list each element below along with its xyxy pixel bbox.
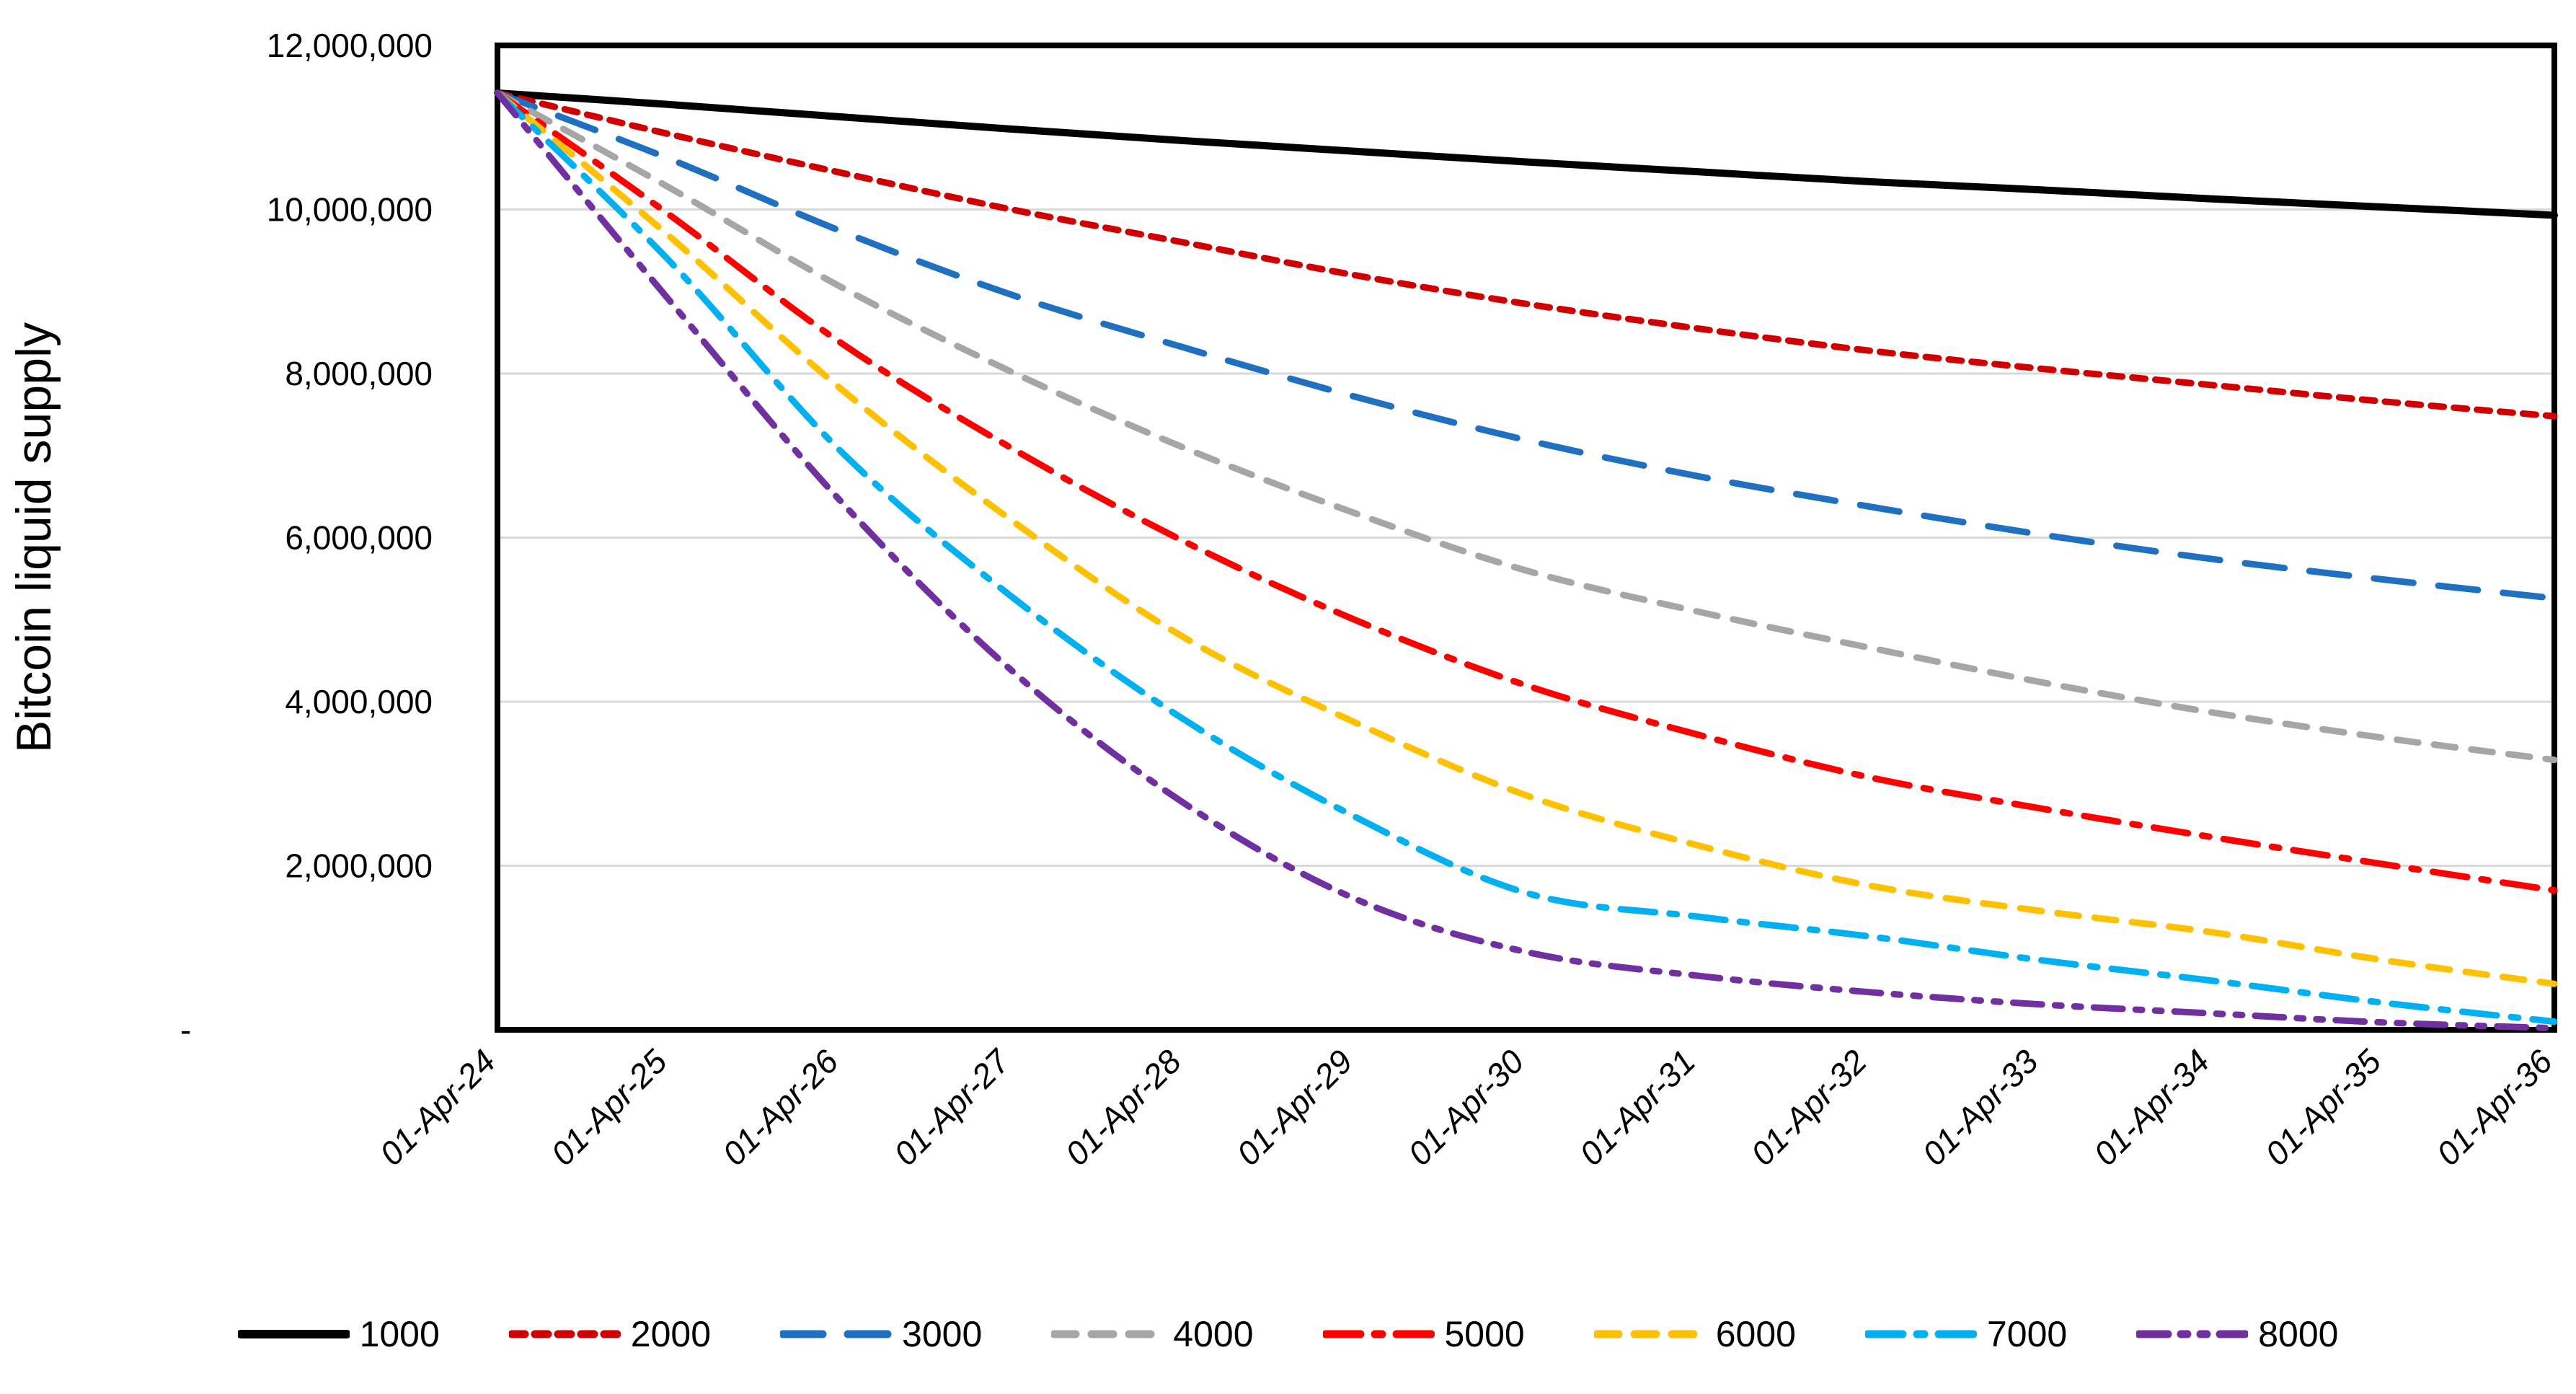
legend-label-6000: 6000 xyxy=(1715,1314,1796,1354)
legend-label-8000: 8000 xyxy=(2258,1314,2339,1354)
x-axis-tick-label: 01-Apr-25 xyxy=(544,1042,674,1173)
x-axis-tick-label: 01-Apr-29 xyxy=(1229,1042,1360,1173)
legend-marker-6000 xyxy=(1593,1330,1706,1338)
x-axis-tick-label: 01-Apr-28 xyxy=(1058,1042,1188,1173)
legend-item-5000: 5000 xyxy=(1322,1313,1525,1355)
series-line-1000 xyxy=(494,89,2558,219)
x-axis-tick-label: 01-Apr-30 xyxy=(1401,1042,1531,1173)
x-axis-tick-label: 01-Apr-31 xyxy=(1572,1042,1702,1173)
legend-marker-5000 xyxy=(1322,1330,1435,1338)
legend: 1000 2000 3000 4000 5000 6000 7000 8000 xyxy=(0,1298,2576,1370)
legend-item-2000: 2000 xyxy=(508,1313,712,1355)
x-axis-tick-label: 01-Apr-26 xyxy=(715,1042,846,1173)
series-line-6000 xyxy=(494,89,2558,987)
y-axis-tick-label: 4,000,000 xyxy=(285,683,433,720)
legend-marker-3000 xyxy=(780,1330,893,1338)
series-line-8000 xyxy=(494,89,2558,1032)
x-axis-tick-label: 01-Apr-35 xyxy=(2257,1042,2388,1173)
legend-item-4000: 4000 xyxy=(1051,1313,1254,1355)
legend-marker-2000 xyxy=(508,1330,621,1338)
legend-marker-4000 xyxy=(1051,1330,1164,1338)
y-axis-title: Bitcoin liquid supply xyxy=(6,322,61,753)
x-axis-tick-label: 01-Apr-36 xyxy=(2429,1042,2559,1173)
legend-item-1000: 1000 xyxy=(237,1313,440,1355)
legend-label-4000: 4000 xyxy=(1173,1314,1254,1354)
series-line-4000 xyxy=(494,89,2558,764)
plot-border xyxy=(495,43,2557,1033)
y-axis-tick-label: 6,000,000 xyxy=(285,519,433,557)
x-axis-tick-label: 01-Apr-34 xyxy=(2086,1042,2217,1173)
x-axis-tick-label: 01-Apr-33 xyxy=(1915,1042,2045,1173)
legend-item-3000: 3000 xyxy=(780,1313,982,1355)
series-line-7000 xyxy=(494,89,2558,1025)
series-line-3000 xyxy=(494,89,2558,602)
legend-item-7000: 7000 xyxy=(1864,1313,2068,1355)
legend-item-8000: 8000 xyxy=(2136,1313,2338,1355)
legend-label-3000: 3000 xyxy=(902,1314,983,1354)
legend-marker-7000 xyxy=(1864,1330,1977,1338)
legend-marker-1000 xyxy=(237,1330,350,1338)
y-axis-tick-label: 2,000,000 xyxy=(285,847,433,885)
legend-item-6000: 6000 xyxy=(1593,1313,1796,1355)
series-line-2000 xyxy=(494,89,2558,420)
legend-label-5000: 5000 xyxy=(1444,1314,1525,1354)
legend-label-7000: 7000 xyxy=(1986,1314,2068,1354)
y-axis-tick-label: 12,000,000 xyxy=(267,27,433,64)
legend-label-2000: 2000 xyxy=(630,1314,712,1354)
x-axis-tick-label: 01-Apr-27 xyxy=(886,1041,1017,1173)
legend-label-1000: 1000 xyxy=(359,1314,440,1354)
y-axis-tick-label: 8,000,000 xyxy=(285,355,433,392)
y-axis-tick-label: - xyxy=(180,1011,191,1049)
legend-marker-8000 xyxy=(2136,1330,2249,1338)
y-axis-tick-label: 10,000,000 xyxy=(267,191,433,229)
series-line-5000 xyxy=(494,89,2558,894)
x-axis-tick-label: 01-Apr-24 xyxy=(372,1042,503,1173)
x-axis-tick-label: 01-Apr-32 xyxy=(1743,1042,1874,1173)
